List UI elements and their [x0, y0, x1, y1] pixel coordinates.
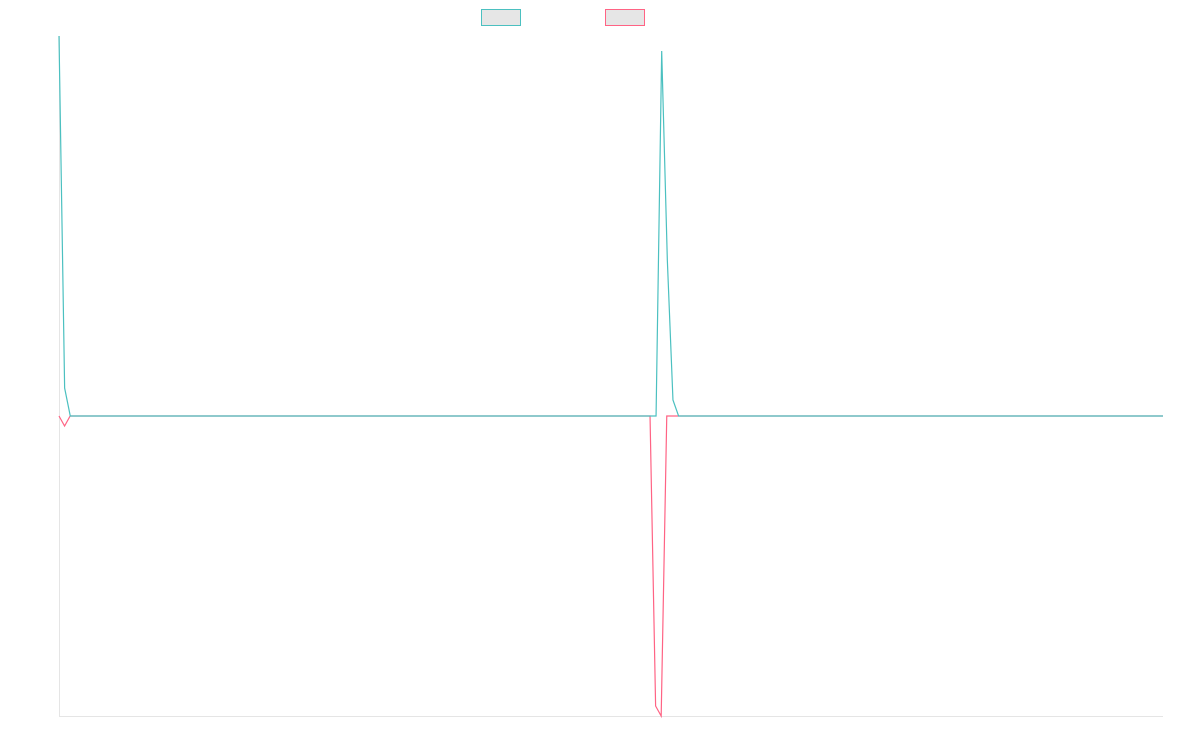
series-line	[58, 415, 1163, 719]
series-line	[58, 35, 1163, 417]
legend-swatch	[481, 9, 521, 26]
legend-swatch	[605, 9, 645, 26]
